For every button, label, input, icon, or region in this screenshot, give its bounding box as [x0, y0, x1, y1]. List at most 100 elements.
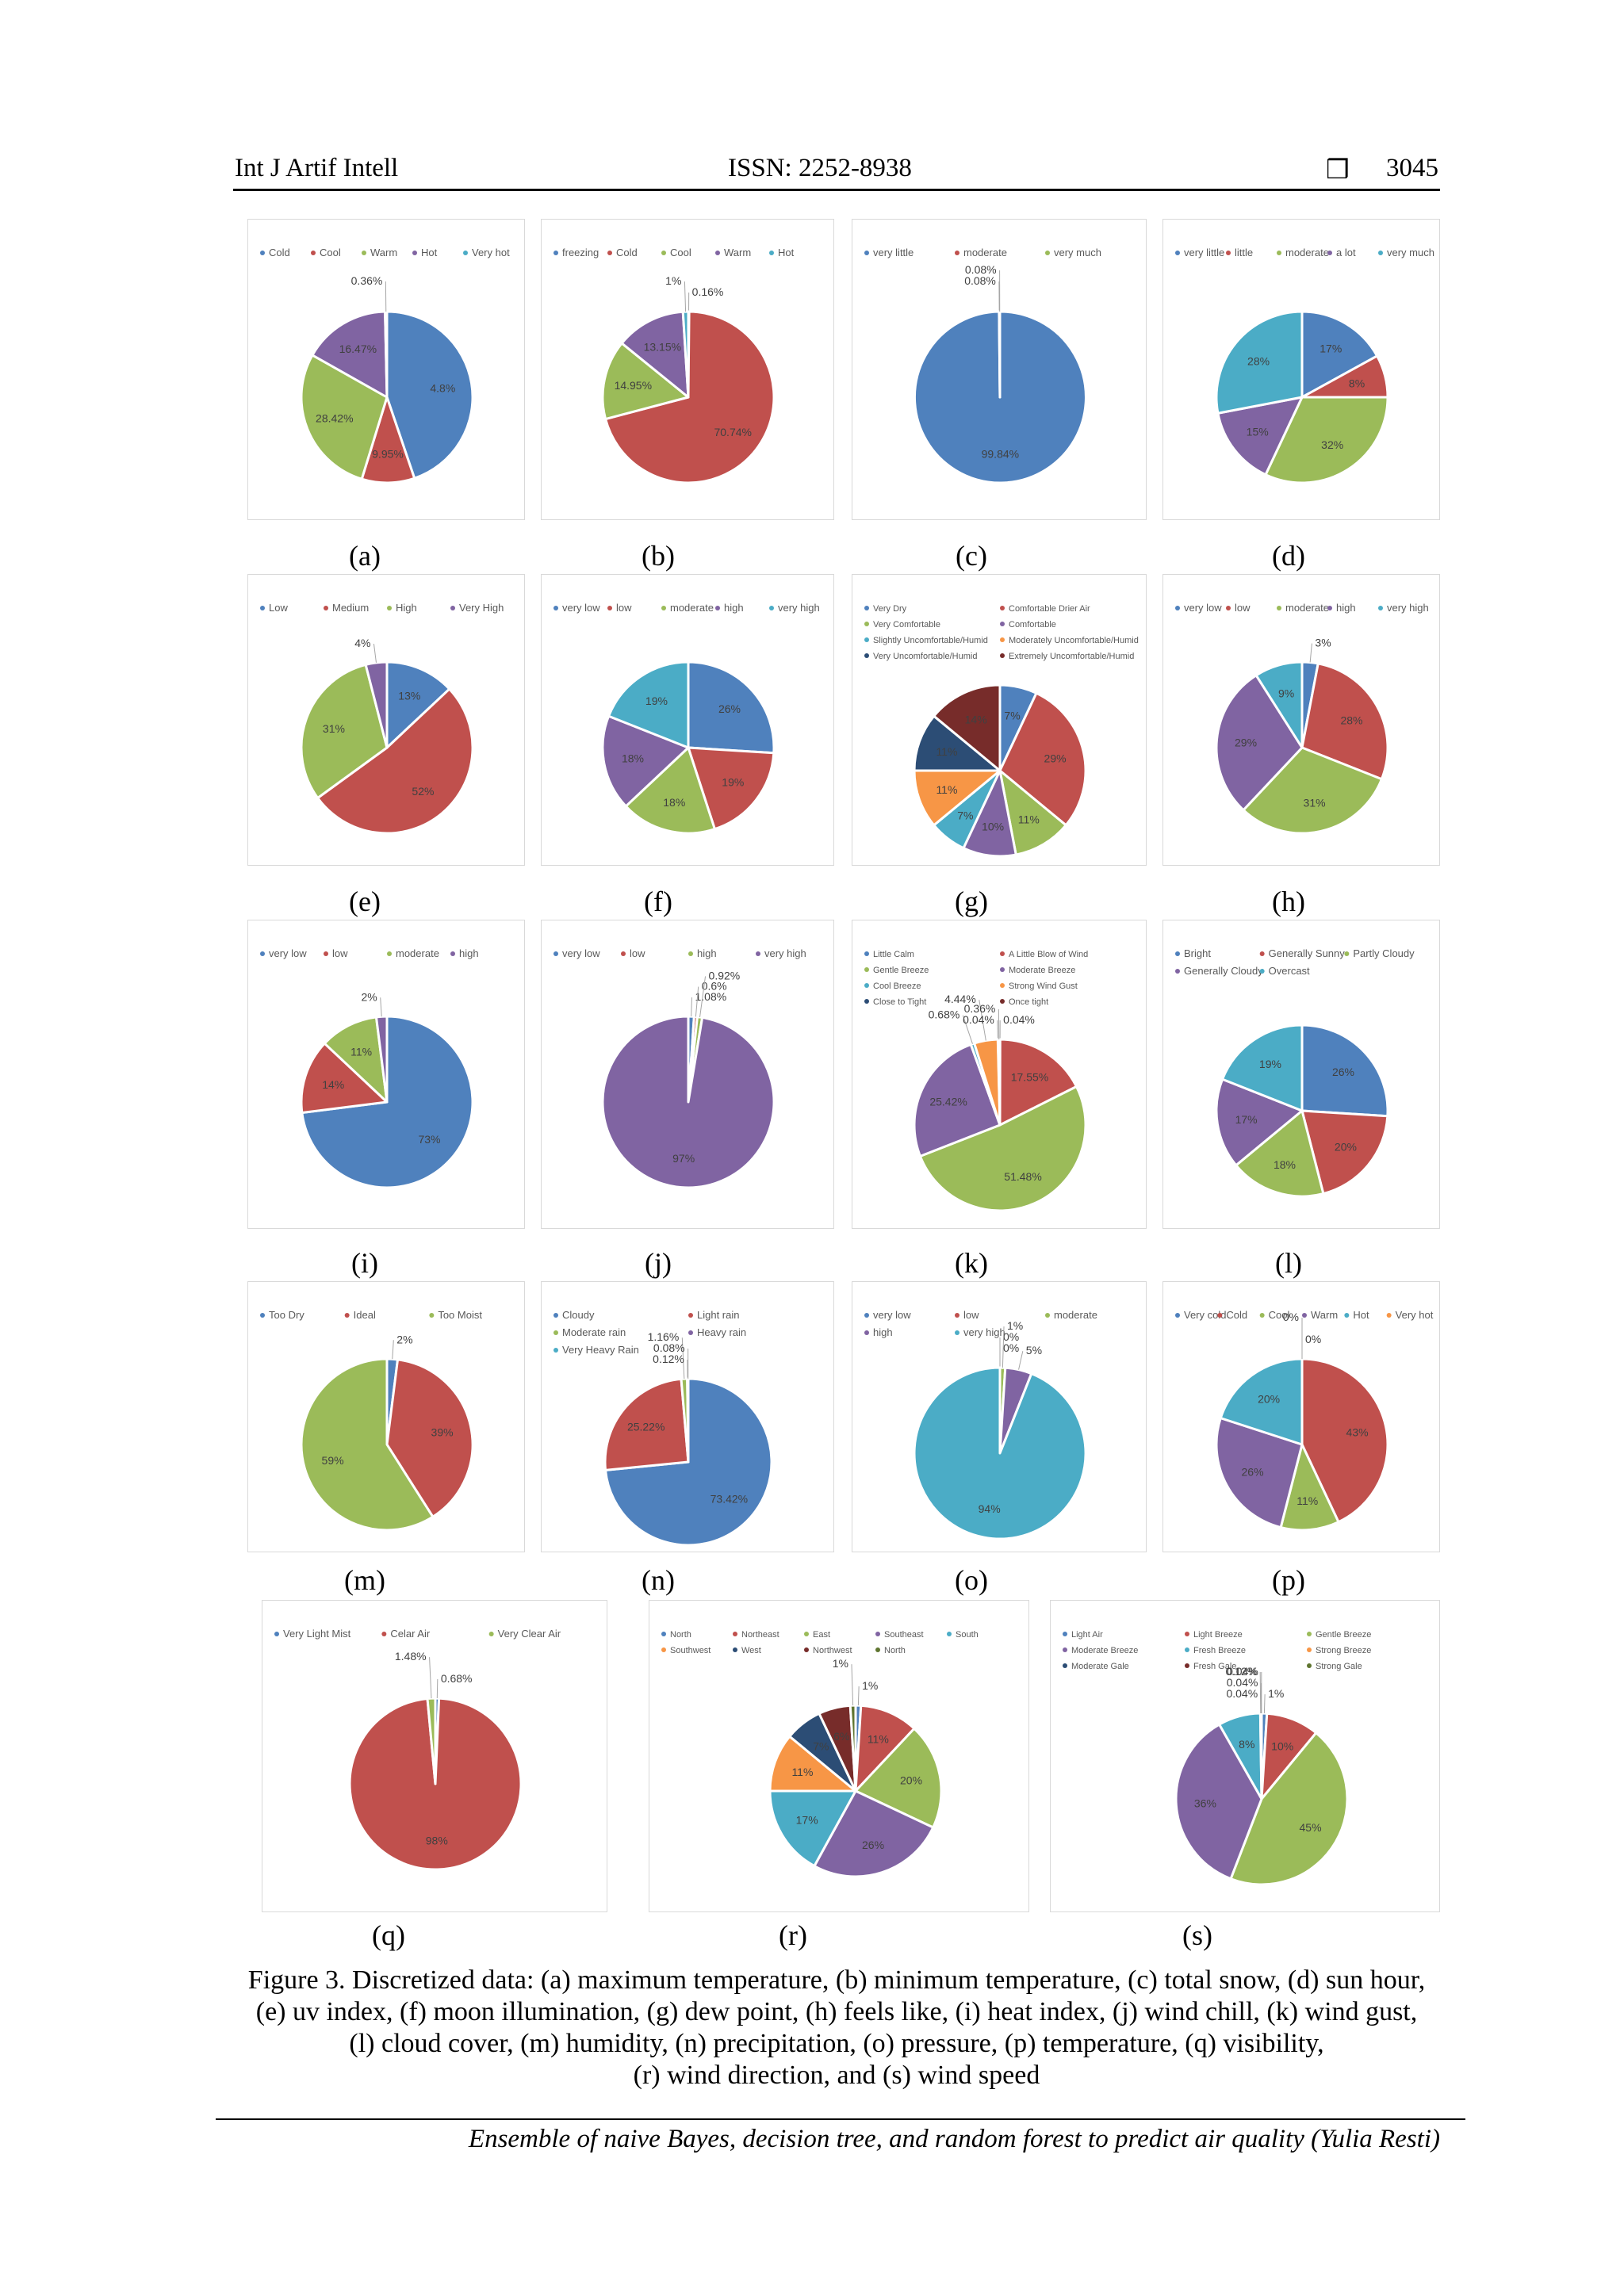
pie-slice: [1216, 396, 1304, 476]
leader-line: [1259, 1672, 1262, 1714]
slice-label: 19%: [645, 695, 668, 707]
slice-label: 45%: [1300, 1821, 1322, 1834]
legend-entry: Once tight: [1009, 997, 1048, 1007]
legend-entry: Moderate Breeze: [1071, 1646, 1138, 1655]
legend-marker: [1302, 1313, 1307, 1318]
subfigure-label-i: (i): [351, 1247, 378, 1279]
legend-marker: [450, 951, 455, 956]
pie-chart-o: very low low moderate high very high 0% 0% 1% 5%…: [852, 1281, 1147, 1552]
pie-svg-n: Cloudy Light rain Moderate rain Heavy rain V…: [553, 1309, 773, 1547]
slice-label: 70.74%: [714, 426, 751, 438]
legend-marker: [864, 606, 869, 610]
slice-label: 0.04%: [1003, 1013, 1035, 1026]
subfigure-label-s: (s): [1182, 1919, 1212, 1951]
slice-label: 32%: [1321, 438, 1343, 451]
slice-label: 3%: [1315, 637, 1331, 649]
legend-entry: very low: [269, 947, 307, 959]
slice-label: 73.42%: [710, 1493, 748, 1506]
legend-marker: [769, 251, 774, 255]
pie-slice: [1215, 674, 1304, 812]
legend-entry: Hot: [778, 247, 795, 258]
slice-label: 11%: [936, 783, 957, 796]
pie-svg-d: very little little moderate a lot very much 1…: [1175, 247, 1434, 484]
legend-entry: moderate: [1285, 602, 1329, 614]
pie-slice: [1300, 1109, 1389, 1196]
legend-entry: high: [697, 947, 717, 959]
legend-marker: [324, 951, 328, 956]
pie-chart-n: Cloudy Light rain Moderate rain Heavy rain V…: [541, 1281, 834, 1552]
legend-entry: Very High: [459, 602, 504, 614]
leader-line: [429, 1657, 432, 1699]
slice-label: 4.44%: [944, 993, 976, 1005]
legend-entry: high: [873, 1326, 893, 1338]
slice-label: 25.42%: [929, 1096, 967, 1108]
caption-line: Figure 3. Discretized data: (a) maximum …: [247, 1965, 1426, 1995]
legend-entry: low: [616, 602, 632, 614]
pie-slice: [913, 1366, 1087, 1540]
legend-marker: [875, 1647, 880, 1652]
slice-label: 28%: [1247, 355, 1270, 368]
legend-marker: [1175, 969, 1180, 974]
slice-label: 97%: [672, 1152, 695, 1165]
legend-marker: [1175, 1313, 1180, 1318]
legend-marker: [688, 1313, 693, 1318]
legend-marker: [1000, 999, 1005, 1004]
legend-marker: [804, 1647, 809, 1652]
legend-marker: [955, 1313, 959, 1318]
legend-marker: [381, 1632, 387, 1636]
legend-marker: [387, 606, 392, 610]
pie-slice: [601, 714, 690, 808]
slice-label: 0.6%: [702, 980, 727, 993]
legend-marker: [1277, 606, 1281, 610]
legend-marker: [864, 637, 869, 642]
slice-label: 10%: [982, 821, 1004, 833]
slice-label: 6%: [833, 1730, 849, 1743]
subfigure-label-j: (j): [645, 1247, 672, 1279]
subfigure-label-d: (d): [1272, 540, 1305, 572]
legend-entry: Southwest: [670, 1646, 710, 1655]
subfigure-label-o: (o): [955, 1564, 988, 1596]
slice-label: 36%: [1194, 1797, 1216, 1809]
pie-slice: [601, 1015, 776, 1189]
pie-svg-a: Cold Cool Warm Hot Very hot 4.8% 9.95% 28.42% 16…: [260, 247, 510, 484]
figure-caption: Figure 3. Discretized data: (a) maximum …: [233, 1965, 1440, 2091]
leader-line: [380, 997, 382, 1017]
legend-entry: Hot: [421, 247, 438, 258]
slice-label: 4%: [354, 637, 370, 649]
legend-entry: low: [630, 947, 645, 959]
leader-line: [436, 1679, 439, 1699]
leader-line: [684, 281, 687, 312]
slice-label: 10%: [1271, 1740, 1293, 1753]
legend-entry: Comfortable: [1009, 620, 1056, 629]
legend-entry: Fresh Breeze: [1193, 1646, 1246, 1655]
footer-rule: [216, 2118, 1465, 2120]
slice-label: 29%: [1044, 752, 1067, 764]
pie-slice: [1215, 1077, 1304, 1167]
pie-chart-h: very low low moderate high very high 3% 28% 31%…: [1162, 574, 1440, 866]
legend-marker: [260, 951, 265, 956]
legend-marker: [955, 251, 959, 255]
slice-label: 1%: [862, 1679, 878, 1692]
pie-svg-p: Very cold Cold Cool Warm Hot Very hot 0% 43% 11%…: [1175, 1309, 1434, 1532]
legend-entry: Moderate Gale: [1071, 1662, 1129, 1671]
subfigure-label-l: (l): [1275, 1247, 1302, 1279]
legend-marker: [661, 1632, 666, 1636]
legend-marker: [1185, 1632, 1189, 1636]
pie-slice: [300, 1042, 389, 1115]
legend-marker: [260, 1313, 265, 1318]
legend-marker: [661, 251, 666, 255]
legend-marker: [553, 251, 558, 255]
legend-entry: Northeast: [741, 1630, 779, 1640]
legend-entry: very high: [764, 947, 806, 959]
slice-label: 29%: [1235, 736, 1257, 748]
slice-label: 1%: [665, 274, 681, 287]
pie-chart-q: Very Light Mist Celar Air Very Clear Air 0.…: [262, 1600, 607, 1912]
slice-label: 14%: [965, 714, 987, 726]
legend-entry: Too Dry: [269, 1309, 304, 1321]
subfigure-label-b: (b): [642, 540, 675, 572]
legend-entry: Very hot: [472, 247, 510, 258]
slice-label: 0.04%: [1226, 1687, 1258, 1700]
legend-marker: [864, 1330, 869, 1335]
legend-marker: [450, 606, 455, 610]
legend-entry: Cool: [670, 247, 691, 258]
